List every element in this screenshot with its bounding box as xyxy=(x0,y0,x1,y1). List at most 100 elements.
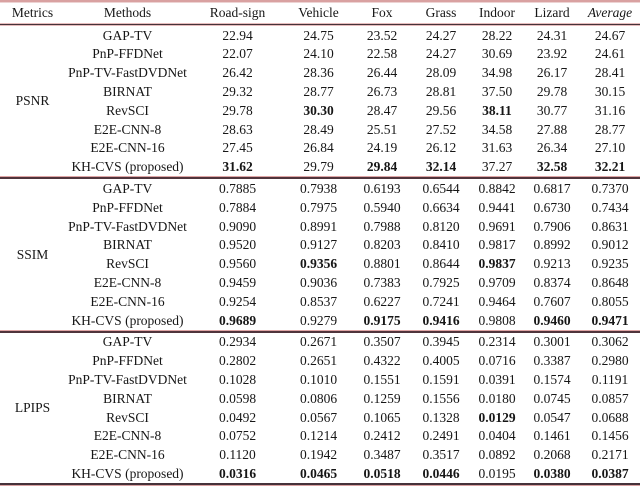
table-top-rule xyxy=(0,0,640,3)
metric-value: 0.4322 xyxy=(363,353,401,369)
metric-value: 0.1591 xyxy=(422,371,460,387)
metric-value: 0.1551 xyxy=(363,371,401,387)
metric-value: 31.63 xyxy=(481,140,513,156)
metric-value: 0.5940 xyxy=(363,199,401,215)
method-name: E2E-CNN-16 xyxy=(90,140,165,156)
metric-value: 28.63 xyxy=(222,121,253,137)
metric-value: 28.77 xyxy=(303,84,334,100)
metric-group-label: PSNR xyxy=(15,93,50,109)
metric-value: 0.1556 xyxy=(422,390,460,406)
metric-value: 30.30 xyxy=(303,102,334,118)
metric-value: 26.12 xyxy=(425,140,457,156)
method-name: PnP-TV-FastDVDNet xyxy=(68,371,187,387)
metric-value: 0.9279 xyxy=(299,312,338,328)
metric-value: 0.8992 xyxy=(533,237,571,253)
method-name: KH-CVS (proposed) xyxy=(71,465,184,481)
metric-value: 0.0518 xyxy=(363,465,401,481)
metric-value: 0.2651 xyxy=(299,353,338,369)
metric-value: 0.0716 xyxy=(478,353,516,369)
metric-value: 0.3001 xyxy=(533,334,571,350)
metric-value: 0.1574 xyxy=(533,371,571,387)
metric-value: 0.9691 xyxy=(478,218,516,234)
metric-value: 0.1328 xyxy=(422,409,460,425)
metric-value: 0.7988 xyxy=(363,218,401,234)
metric-value: 26.84 xyxy=(303,140,334,156)
metric-value: 0.9689 xyxy=(218,312,257,328)
metric-value: 0.8410 xyxy=(422,237,460,253)
metric-value: 37.27 xyxy=(481,159,513,175)
metric-value: 28.47 xyxy=(366,102,398,118)
metric-value: 24.27 xyxy=(425,46,457,62)
metric-value: 0.2671 xyxy=(299,334,338,350)
metric-value: 0.0465 xyxy=(299,465,338,481)
metric-value: 0.7884 xyxy=(218,199,257,215)
metric-value: 0.8631 xyxy=(591,218,629,234)
table-row: PnP-FFDNet 0.2802 0.2651 0.4322 0.4005 0.0716… xyxy=(0,352,640,371)
metric-value: 0.0745 xyxy=(533,390,571,406)
metric-value: 27.45 xyxy=(222,140,253,156)
metric-value: 0.7241 xyxy=(422,293,460,309)
metric-value: 24.61 xyxy=(594,46,626,62)
metric-value: 29.56 xyxy=(425,102,457,118)
method-name: PnP-TV-FastDVDNet xyxy=(68,65,187,81)
method-name: GAP-TV xyxy=(102,27,153,43)
metric-value: 0.6817 xyxy=(533,181,571,197)
metric-value: 22.94 xyxy=(222,27,253,43)
metric-value: 0.0598 xyxy=(218,390,257,406)
metric-value: 32.14 xyxy=(425,159,457,175)
table-row: BIRNAT 0.0598 0.0806 0.1259 0.1556 0.0180 0.07… xyxy=(0,389,640,408)
method-name: E2E-CNN-8 xyxy=(93,428,162,444)
metric-value: 0.9471 xyxy=(591,312,629,328)
metric-value: 24.10 xyxy=(303,46,334,62)
method-name: KH-CVS (proposed) xyxy=(71,159,184,175)
metric-value: 24.19 xyxy=(366,140,398,156)
table-body: PSNR GAP-TV 22.94 24.75 23.52 24.27 28.22 24.31… xyxy=(0,26,640,483)
table-row: RevSCI 0.9560 0.9356 0.8801 0.8644 0.9837 0.92… xyxy=(0,255,640,274)
metric-value: 0.9356 xyxy=(299,256,338,272)
metric-value: 28.22 xyxy=(481,27,513,43)
method-name: KH-CVS (proposed) xyxy=(71,312,184,328)
metric-value: 0.9520 xyxy=(218,237,257,253)
metric-value: 0.9460 xyxy=(533,312,571,328)
table-row: E2E-CNN-8 0.9459 0.9036 0.7383 0.7925 0.9709 0… xyxy=(0,273,640,292)
metric-value: 0.9036 xyxy=(299,275,338,290)
metric-value: 0.9808 xyxy=(478,312,516,328)
metric-value: 28.81 xyxy=(425,84,457,100)
group-separator-rule xyxy=(0,329,640,333)
metric-value: 0.9817 xyxy=(478,237,516,253)
metric-value: 29.84 xyxy=(366,159,398,175)
method-name: PnP-TV-FastDVDNet xyxy=(68,218,187,234)
metric-value: 0.0567 xyxy=(299,409,338,425)
table-row: SSIM GAP-TV 0.7885 0.7938 0.6193 0.6544 0.8842… xyxy=(0,179,640,261)
metric-value: 0.9090 xyxy=(218,218,257,234)
metric-value: 23.92 xyxy=(536,46,568,62)
metric-value: 28.09 xyxy=(425,65,457,81)
header-indoor: Indoor xyxy=(479,5,515,21)
table-row: RevSCI 29.78 30.30 28.47 29.56 38.11 30.77 31.1… xyxy=(0,101,640,120)
metric-value: 0.7607 xyxy=(533,293,571,309)
metric-value: 0.9464 xyxy=(478,293,516,309)
method-name: BIRNAT xyxy=(103,84,152,100)
metric-value: 0.3517 xyxy=(422,447,460,463)
metric-value: 0.2934 xyxy=(218,334,257,350)
table-row: PnP-TV-FastDVDNet 0.1028 0.1010 0.1551 0.159… xyxy=(0,370,640,389)
metric-value: 0.6730 xyxy=(533,199,571,215)
metric-value: 30.69 xyxy=(481,46,513,62)
metric-value: 0.3945 xyxy=(422,334,460,350)
metric-value: 0.1461 xyxy=(533,428,571,444)
metric-value: 0.2980 xyxy=(591,353,629,369)
metric-value: 0.0492 xyxy=(218,409,257,425)
metric-value: 0.1456 xyxy=(591,428,629,444)
group-separator-rule xyxy=(0,176,640,180)
table-row: PnP-TV-FastDVDNet 0.9090 0.8991 0.7988 0.812… xyxy=(0,217,640,236)
metric-value: 32.58 xyxy=(536,159,568,175)
metric-value: 22.58 xyxy=(366,46,398,62)
method-name: PnP-FFDNet xyxy=(92,353,163,369)
metric-value: 0.7370 xyxy=(591,181,629,197)
metric-value: 24.75 xyxy=(303,27,334,43)
metric-value: 0.2171 xyxy=(591,447,629,463)
table-row: LPIPS GAP-TV 0.2934 0.2671 0.3507 0.3945 0.231… xyxy=(0,333,640,414)
metric-value: 0.1065 xyxy=(363,409,401,425)
metric-value: 27.52 xyxy=(425,121,457,137)
header-row: Metrics Methods Road-sign Vehicle Fox Gr… xyxy=(0,3,640,23)
